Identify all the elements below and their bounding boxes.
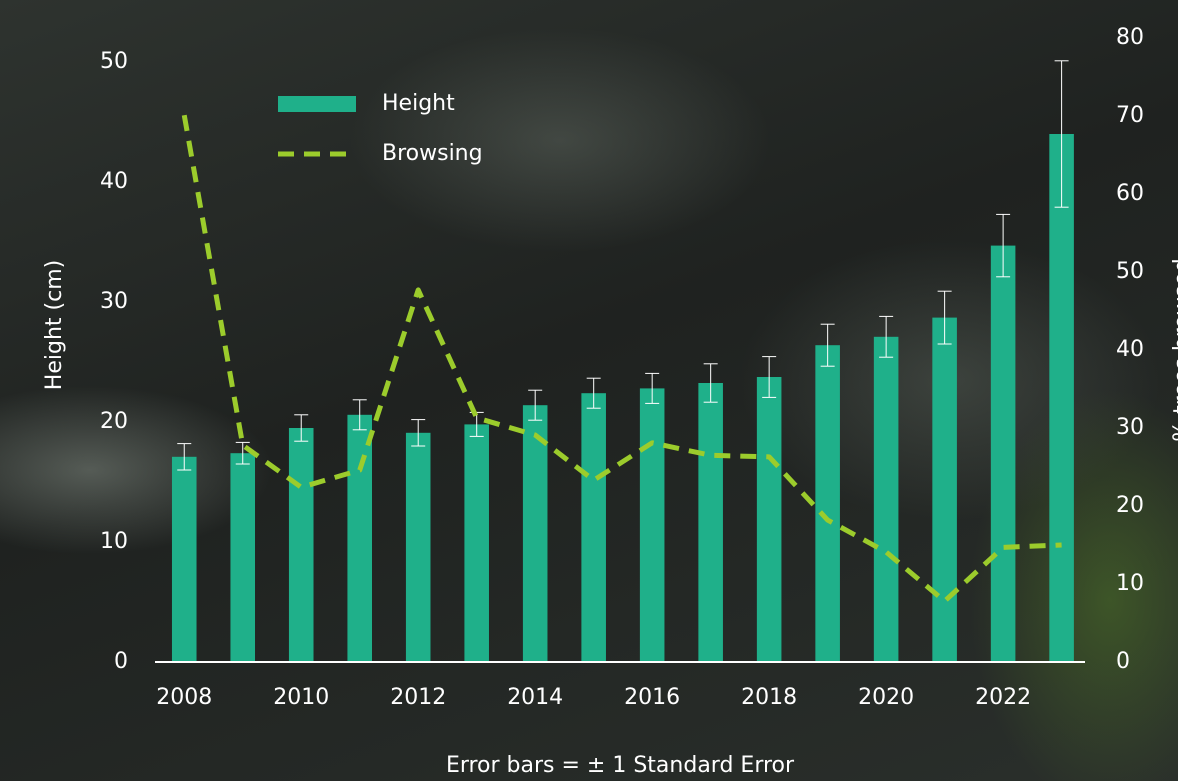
legend-swatch bbox=[278, 96, 356, 112]
error-bar bbox=[235, 441, 250, 465]
y2-tick-label: 0 bbox=[1116, 649, 1130, 674]
x-tick-label: 2022 bbox=[975, 685, 1031, 710]
bar bbox=[405, 432, 431, 662]
error-bar bbox=[996, 213, 1011, 278]
x-tick-label: 2008 bbox=[156, 685, 212, 710]
error-bar bbox=[937, 290, 952, 345]
error-bar bbox=[177, 443, 192, 471]
bar bbox=[932, 317, 957, 662]
y-tick-label: 40 bbox=[100, 169, 128, 194]
bar bbox=[581, 393, 606, 662]
x-tick-label: 2016 bbox=[624, 685, 680, 710]
error-bar bbox=[820, 323, 835, 367]
x-tick-label: 2018 bbox=[741, 685, 797, 710]
bar bbox=[347, 414, 372, 662]
y2-axis-label: % trees browsed bbox=[1170, 258, 1178, 442]
y-tick-label: 30 bbox=[100, 289, 128, 314]
legend-label: Browsing bbox=[382, 141, 483, 166]
bar bbox=[522, 405, 548, 662]
y2-tick-label: 20 bbox=[1116, 493, 1144, 518]
error-bar bbox=[879, 315, 894, 358]
bar bbox=[990, 245, 1016, 662]
y-tick-label: 20 bbox=[100, 409, 128, 434]
x-tick-label: 2014 bbox=[507, 685, 563, 710]
error-bar bbox=[528, 389, 543, 421]
y2-tick-label: 50 bbox=[1116, 259, 1144, 284]
y-axis-label: Height (cm) bbox=[42, 260, 67, 390]
error-bar bbox=[703, 363, 718, 403]
bar bbox=[815, 345, 840, 662]
y2-tick-label: 30 bbox=[1116, 415, 1144, 440]
bar bbox=[171, 456, 197, 662]
y2-tick-label: 40 bbox=[1116, 337, 1144, 362]
x-tick-label: 2012 bbox=[390, 685, 446, 710]
legend-label: Height bbox=[382, 91, 455, 116]
y2-tick-label: 80 bbox=[1116, 25, 1144, 50]
bar bbox=[230, 453, 256, 662]
error-bar bbox=[294, 414, 309, 442]
bar bbox=[464, 424, 489, 662]
x-tick-label: 2020 bbox=[858, 685, 914, 710]
y2-tick-label: 70 bbox=[1116, 103, 1144, 128]
x-tick-label: 2010 bbox=[273, 685, 329, 710]
y-tick-label: 10 bbox=[100, 529, 128, 554]
error-bar bbox=[1054, 60, 1069, 208]
y-tick-label: 50 bbox=[100, 49, 128, 74]
bar bbox=[288, 428, 314, 662]
error-bar bbox=[352, 399, 367, 431]
bar bbox=[698, 383, 723, 662]
error-bar bbox=[645, 372, 660, 404]
note: Error bars = ± 1 Standard Error bbox=[446, 753, 795, 778]
y-tick-label: 0 bbox=[114, 649, 128, 674]
y2-tick-label: 60 bbox=[1116, 181, 1144, 206]
error-bar bbox=[762, 356, 777, 398]
error-bar bbox=[586, 377, 601, 409]
bar bbox=[1049, 134, 1074, 662]
bar bbox=[639, 388, 665, 662]
bar bbox=[873, 336, 899, 662]
line bbox=[181, 114, 1062, 604]
y2-tick-label: 10 bbox=[1116, 571, 1144, 596]
error-bar bbox=[411, 419, 426, 447]
bar bbox=[756, 377, 782, 662]
